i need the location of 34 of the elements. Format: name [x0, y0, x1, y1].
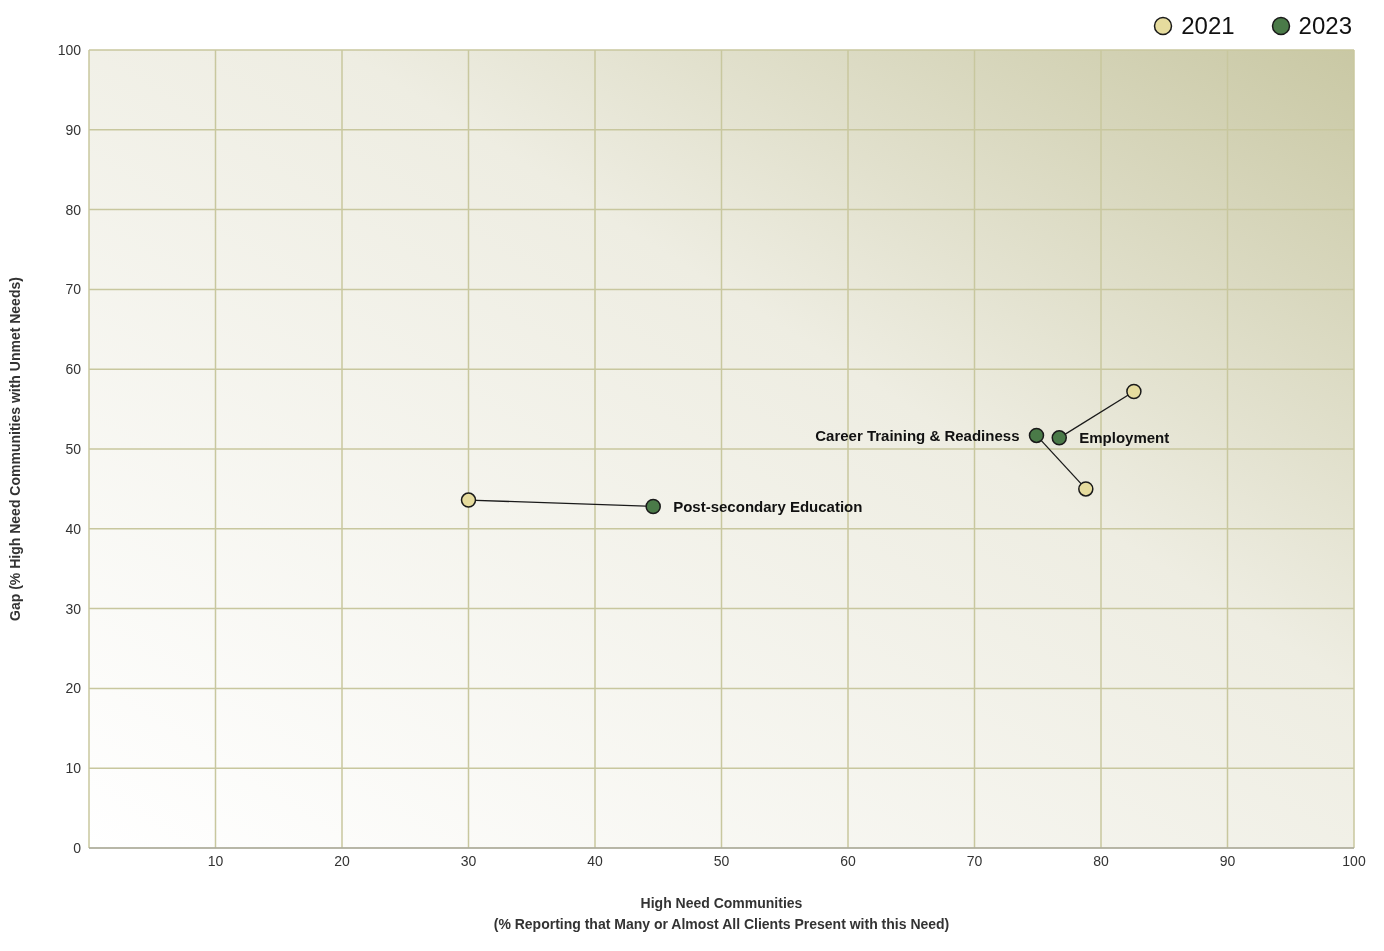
- legend-label: 2023: [1298, 12, 1352, 40]
- annotation: Employment: [1079, 429, 1170, 447]
- point: [1126, 383, 1142, 400]
- x-tick-label: 100: [1342, 852, 1366, 869]
- x-tick-label: 60: [840, 852, 856, 869]
- y-tick-label: 100: [57, 41, 82, 58]
- x-tick-label: 40: [587, 852, 603, 869]
- x-tick-label: 20: [334, 852, 350, 869]
- x-tick-label: 80: [1093, 852, 1109, 869]
- point: [1078, 481, 1094, 497]
- y-tick-label: 20: [65, 680, 82, 697]
- y-tick-label: 40: [65, 520, 82, 537]
- annotation: Post-secondary Education: [673, 497, 863, 515]
- y-tick-label: 70: [65, 281, 82, 298]
- y-tick-label: 90: [65, 121, 82, 138]
- y-tick-label: 30: [65, 600, 82, 617]
- x-tick-label: 30: [460, 852, 477, 869]
- x-tick-label: 90: [1219, 852, 1236, 869]
- point: [460, 492, 477, 508]
- x-tick-label: 70: [966, 852, 983, 869]
- point: [645, 498, 661, 515]
- legend-label: 2021: [1181, 12, 1235, 40]
- y-tick-label: 60: [65, 361, 82, 378]
- x-axis-title: High Need Communities (% Reporting that Many or Almost All Clients Present with this Need): [493, 895, 950, 932]
- point: [1028, 427, 1045, 444]
- y-tick-label: 50: [65, 440, 82, 457]
- y-tick-label: 80: [65, 201, 82, 218]
- point: [1051, 430, 1068, 446]
- x-tick-label: 10: [207, 852, 224, 869]
- y-tick-label: 10: [65, 760, 82, 777]
- y-tick-label: 0: [73, 839, 82, 856]
- annotation: Career Training & Readiness: [815, 426, 1020, 444]
- y-axis-title: Gap (% High Need Communities with Unmet Needs): [7, 277, 23, 621]
- x-tick-label: 50: [713, 852, 730, 869]
